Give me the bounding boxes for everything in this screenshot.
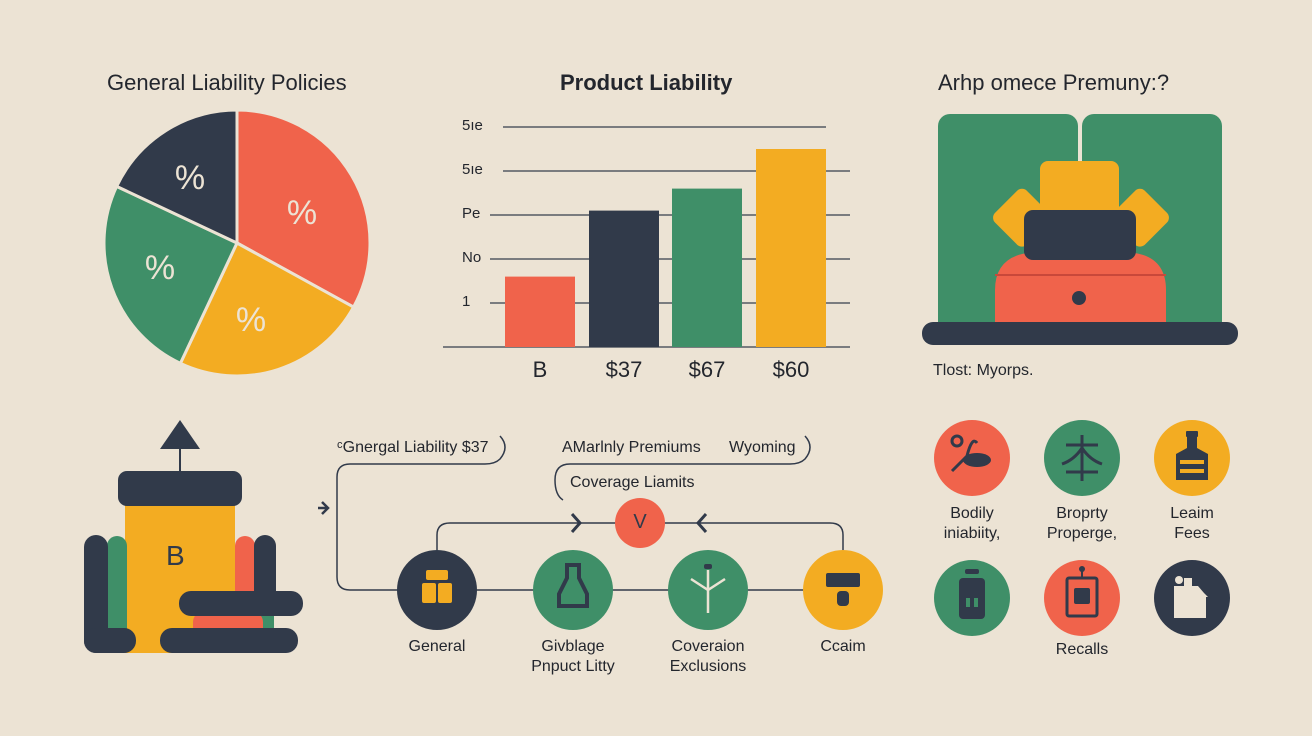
jar-icon [959,569,985,619]
bottle-icon [557,563,589,608]
pie-slice-label: % [236,301,266,339]
callout-wyoming: Wyoming [729,439,796,456]
coverage-label: Leaim [1170,505,1214,522]
pie-slice [235,108,372,310]
premium-caption: Tlost: Myorps. [933,362,1034,379]
coverage-label: Fees [1174,525,1210,542]
chevron-left-icon [695,513,708,533]
building-letter: B [166,540,185,571]
flow-node-label: Exclusions [669,658,747,675]
navy-shelf [922,322,1238,345]
coverage-label: Broprty [1056,505,1108,522]
y-tick-label: 1 [462,293,471,310]
flow-node-label: Givblage [541,638,605,655]
flow-node-label: General [408,638,466,655]
y-tick-label: Pe [462,205,481,222]
x-tick-label: $67 [688,357,726,382]
flow-node [397,550,477,630]
character-icon [1061,435,1103,481]
x-tick-label: $60 [772,357,810,382]
y-tick-label: 5ıe [462,117,483,134]
pie-slice [102,184,239,366]
x-tick-label: $37 [605,357,643,382]
callout-coverage-limits: Coverage Liamits [570,474,695,491]
pie-slice-label: % [175,159,205,197]
bar [505,276,575,347]
y-tick-label: 5ıe [462,161,483,178]
connector-line [336,435,843,591]
pie-slice [114,108,239,246]
coverage-label: Recalls [1055,641,1109,658]
flow-node-label: Coveraion [671,638,745,655]
pie-title: General Liability Policies [107,70,347,95]
hammer-icon [826,573,860,606]
center-badge-label: V [633,511,647,533]
coverage-label: Bodily [950,505,994,522]
yellow-box [1040,161,1119,223]
arrow-right-icon [318,501,330,515]
pie-slice-label: % [145,249,175,287]
factory-icon [1174,576,1208,618]
bar [672,188,742,347]
bar [589,210,659,347]
y-tick-label: No [462,249,482,266]
blocks-icon [422,570,452,603]
bar [756,149,826,347]
flow-node-label: Ccaim [820,638,866,655]
flow-node-label: Pnpuct Litty [531,658,615,675]
callout-general-liability: ᶜGnergal Liability $37 [337,439,489,456]
vacuum-icon [950,434,991,473]
pie-slice-label: % [287,194,317,232]
pie-slice [178,240,356,378]
coverage-label: iniabiity, [943,525,1001,542]
red-base [995,252,1166,330]
bottle-icon [1176,431,1208,480]
branch-icon [690,564,726,613]
arrow-up-icon [160,420,200,449]
device-icon [1065,566,1099,618]
coverage-label: Properge, [1046,525,1118,542]
x-tick-label: B [532,357,548,382]
flow-node [803,550,883,630]
callout-bracket [554,435,811,501]
premium-title: Arhp omece Premuny:? [938,70,1170,95]
flow-node [533,550,613,630]
callout-premiums: AMarlnly Premiums [562,439,701,456]
chevron-right-icon [570,513,583,533]
bar-chart-title: Product Liability [560,70,733,95]
navy-top [1024,210,1136,260]
center-badge [615,498,665,548]
